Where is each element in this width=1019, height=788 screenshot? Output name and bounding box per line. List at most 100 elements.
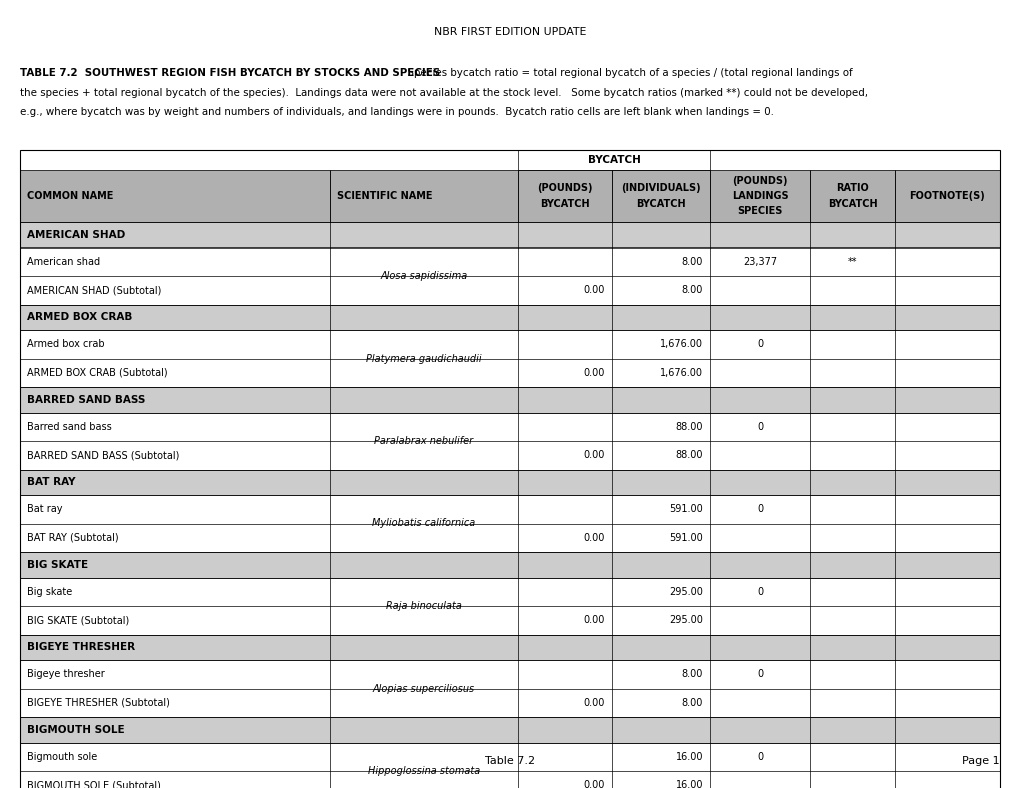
Bar <box>20 495 999 552</box>
Bar <box>894 660 999 689</box>
Text: Bigeye thresher: Bigeye thresher <box>26 669 105 679</box>
Bar <box>611 247 709 276</box>
Text: BIGMOUTH SOLE: BIGMOUTH SOLE <box>26 725 124 734</box>
Text: 16.00: 16.00 <box>675 780 702 788</box>
Text: 23,377: 23,377 <box>742 257 776 267</box>
Text: 8.00: 8.00 <box>681 257 702 267</box>
Bar <box>330 170 518 222</box>
Bar <box>611 689 709 717</box>
Bar <box>894 359 999 387</box>
Text: BIG SKATE (Subtotal): BIG SKATE (Subtotal) <box>26 615 129 625</box>
Bar <box>518 150 709 170</box>
Text: COMMON NAME: COMMON NAME <box>26 191 113 201</box>
Bar <box>894 412 999 441</box>
Bar <box>330 276 518 304</box>
Bar <box>518 495 611 523</box>
Text: Alosa sapidissima: Alosa sapidissima <box>380 271 467 281</box>
Bar <box>330 606 518 634</box>
Text: BARRED SAND BASS (Subtotal): BARRED SAND BASS (Subtotal) <box>26 450 179 460</box>
Bar <box>20 717 999 742</box>
Bar <box>518 359 611 387</box>
Bar <box>894 523 999 552</box>
Text: NBR FIRST EDITION UPDATE: NBR FIRST EDITION UPDATE <box>433 27 586 37</box>
Bar <box>20 689 330 717</box>
Text: Hippoglossina stomata: Hippoglossina stomata <box>368 766 480 776</box>
Text: Alopias superciliosus: Alopias superciliosus <box>373 683 475 693</box>
Bar <box>330 495 518 523</box>
Text: 0: 0 <box>756 752 762 762</box>
Bar <box>809 495 894 523</box>
Text: AMERICAN SHAD: AMERICAN SHAD <box>26 230 125 240</box>
Bar <box>809 606 894 634</box>
Bar <box>20 606 330 634</box>
Text: BAT RAY: BAT RAY <box>26 478 75 487</box>
Bar <box>518 441 611 470</box>
Text: 0: 0 <box>756 504 762 515</box>
Text: 0: 0 <box>756 669 762 679</box>
Text: Myliobatis californica: Myliobatis californica <box>372 519 475 529</box>
Bar <box>20 771 330 788</box>
Bar <box>611 660 709 689</box>
Text: Bigmouth sole: Bigmouth sole <box>26 752 97 762</box>
Bar <box>611 578 709 606</box>
Bar <box>20 170 330 222</box>
Bar <box>894 247 999 276</box>
Bar <box>20 222 999 247</box>
Text: SCIENTIFIC NAME: SCIENTIFIC NAME <box>336 191 432 201</box>
Text: 0: 0 <box>756 422 762 432</box>
Bar <box>20 660 330 689</box>
Text: BIGEYE THRESHER: BIGEYE THRESHER <box>26 642 135 652</box>
Bar <box>709 170 809 222</box>
Bar <box>894 578 999 606</box>
Bar <box>894 441 999 470</box>
Text: Paralabrax nebulifer: Paralabrax nebulifer <box>374 436 473 446</box>
Bar <box>611 330 709 359</box>
Bar <box>20 523 330 552</box>
Bar <box>20 441 330 470</box>
Text: 0.00: 0.00 <box>583 615 604 625</box>
Bar <box>709 689 809 717</box>
Bar <box>809 330 894 359</box>
Bar <box>611 441 709 470</box>
Bar <box>611 495 709 523</box>
Text: 0: 0 <box>756 340 762 349</box>
Text: American shad: American shad <box>26 257 100 267</box>
Bar <box>518 523 611 552</box>
Text: 0.00: 0.00 <box>583 697 604 708</box>
Text: 8.00: 8.00 <box>681 669 702 679</box>
Text: 0.00: 0.00 <box>583 780 604 788</box>
Text: Big skate: Big skate <box>26 587 72 597</box>
Text: BIGEYE THRESHER (Subtotal): BIGEYE THRESHER (Subtotal) <box>26 697 170 708</box>
Text: 591.00: 591.00 <box>668 504 702 515</box>
Bar <box>518 606 611 634</box>
Bar <box>894 606 999 634</box>
Bar <box>330 660 518 689</box>
Bar <box>611 771 709 788</box>
Bar <box>330 689 518 717</box>
Bar <box>894 771 999 788</box>
Bar <box>20 412 330 441</box>
Text: (POUNDS): (POUNDS) <box>537 184 592 193</box>
Bar <box>709 412 809 441</box>
Bar <box>611 606 709 634</box>
Text: BARRED SAND BASS: BARRED SAND BASS <box>26 395 146 405</box>
Text: Species bycatch ratio = total regional bycatch of a species / (total regional la: Species bycatch ratio = total regional b… <box>400 68 852 78</box>
Bar <box>611 359 709 387</box>
Bar <box>611 170 709 222</box>
Bar <box>611 523 709 552</box>
Bar <box>809 247 894 276</box>
Bar <box>330 771 518 788</box>
Bar <box>709 495 809 523</box>
Bar <box>518 660 611 689</box>
Bar <box>20 495 330 523</box>
Bar <box>20 470 999 495</box>
Bar <box>330 170 518 222</box>
Text: BYCATCH: BYCATCH <box>636 199 685 209</box>
Bar <box>518 170 611 222</box>
Bar <box>20 276 330 304</box>
Bar <box>709 170 809 222</box>
Text: TABLE 7.2  SOUTHWEST REGION FISH BYCATCH BY STOCKS AND SPECIES: TABLE 7.2 SOUTHWEST REGION FISH BYCATCH … <box>20 68 440 78</box>
Bar <box>330 742 518 771</box>
Bar <box>330 578 518 606</box>
Bar <box>20 304 999 330</box>
